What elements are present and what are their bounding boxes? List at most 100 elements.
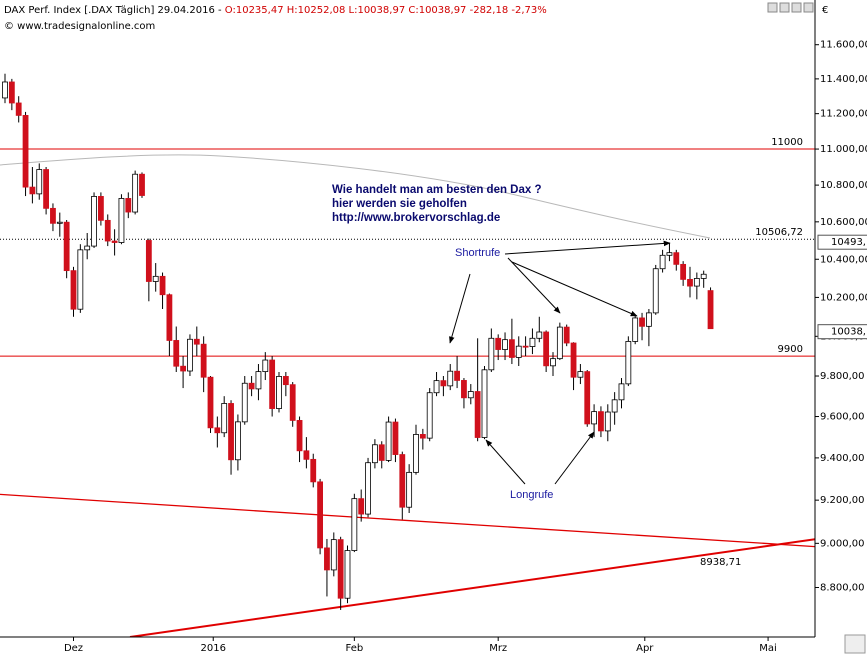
button[interactable] bbox=[803, 2, 814, 13]
candle-body bbox=[193, 338, 200, 345]
candle-body bbox=[693, 278, 700, 287]
candle-body bbox=[330, 539, 337, 571]
candle-body bbox=[392, 421, 399, 455]
trendline bbox=[129, 538, 815, 637]
price-tag-label: 10493, bbox=[831, 237, 866, 248]
candle-body bbox=[22, 115, 29, 188]
candle-body bbox=[385, 421, 392, 461]
candle-body bbox=[207, 376, 214, 429]
candle-body bbox=[43, 169, 49, 209]
price-tag bbox=[817, 324, 867, 340]
candle-body bbox=[63, 221, 70, 272]
candle-body bbox=[577, 371, 584, 378]
y-tick-label: 11.200,00 bbox=[820, 109, 867, 120]
candle-body bbox=[563, 326, 570, 344]
annotation: hier werden sie geholfen bbox=[332, 198, 467, 210]
arrows bbox=[449, 240, 671, 485]
candle-body bbox=[371, 444, 378, 464]
candle-body bbox=[248, 382, 255, 390]
candle-body bbox=[214, 427, 221, 434]
candle-body bbox=[50, 207, 56, 224]
candle-body bbox=[234, 421, 241, 461]
candle-body bbox=[611, 399, 618, 413]
candle-body bbox=[2, 81, 8, 99]
candle-body bbox=[317, 481, 323, 549]
candle-body bbox=[378, 444, 385, 461]
candle-body bbox=[56, 221, 63, 224]
candle-body bbox=[659, 254, 666, 270]
candle-body bbox=[29, 186, 36, 195]
source: © www.tradesignalonline.com bbox=[4, 21, 155, 32]
y-tick-label: 9.800,00 bbox=[820, 371, 865, 382]
y-tick-label: 10.400,00 bbox=[820, 254, 867, 265]
candle-body bbox=[269, 359, 276, 409]
candle-body bbox=[502, 339, 508, 350]
candle-body bbox=[344, 550, 351, 599]
x-tick-label: Mrz bbox=[489, 643, 507, 654]
trend-label: 8938,71 bbox=[700, 557, 741, 568]
candle-body bbox=[262, 359, 269, 373]
annotation: http://www.brokervorschlag.de bbox=[332, 212, 500, 224]
candle-body bbox=[221, 403, 228, 434]
candle-body bbox=[118, 198, 125, 243]
horizontal-line-label: 11000 bbox=[771, 137, 803, 148]
candle-body bbox=[447, 370, 454, 387]
candle-body bbox=[228, 403, 234, 461]
price-tag bbox=[817, 234, 867, 250]
candle-body bbox=[296, 420, 303, 452]
candle-body bbox=[70, 270, 77, 310]
horizontal-line-label: 9900 bbox=[778, 344, 803, 355]
candle-body bbox=[556, 326, 563, 360]
candle-body bbox=[687, 278, 693, 287]
plot-area bbox=[0, 73, 815, 637]
candle-body bbox=[324, 547, 330, 571]
arrow bbox=[449, 273, 471, 344]
candle-body bbox=[474, 391, 481, 438]
candle-body bbox=[310, 458, 317, 483]
candle-body bbox=[467, 391, 474, 399]
candle-body bbox=[77, 249, 84, 310]
y-tick-label: 10.600,00 bbox=[820, 217, 867, 228]
y-tick-label: 11.000,00 bbox=[820, 144, 867, 155]
button[interactable] bbox=[767, 2, 778, 13]
price-tag-label: 10038, bbox=[831, 327, 866, 338]
candle-body bbox=[399, 454, 406, 508]
candle-body bbox=[358, 498, 365, 515]
y-tick-label: 10.800,00 bbox=[820, 180, 867, 191]
window-buttons[interactable] bbox=[767, 2, 814, 13]
candle-body bbox=[36, 169, 43, 195]
ohlc-text: O:10235,47 H:10252,08 L:10038,97 C:10038… bbox=[225, 5, 547, 16]
y-tick-label: 9.000,00 bbox=[820, 538, 865, 549]
y-tick-label: 9.600,00 bbox=[820, 412, 865, 423]
candle-body bbox=[536, 331, 543, 339]
candle-body bbox=[111, 240, 118, 243]
candle-body bbox=[8, 81, 15, 104]
candle-body bbox=[180, 365, 186, 372]
y-tick-label: 9.200,00 bbox=[820, 495, 865, 506]
arrow bbox=[511, 261, 638, 317]
zoom-button[interactable] bbox=[844, 634, 866, 654]
candle-body bbox=[666, 252, 673, 256]
button[interactable] bbox=[779, 2, 790, 13]
candle-body bbox=[508, 339, 515, 358]
horizontal-line-label: 10506,72 bbox=[755, 227, 803, 238]
candle-body bbox=[91, 196, 97, 247]
candle-body bbox=[365, 462, 371, 515]
button[interactable] bbox=[791, 2, 802, 13]
candle-body bbox=[570, 342, 577, 378]
y-tick-label: 10.200,00 bbox=[820, 292, 867, 303]
y-tick-label: 9.400,00 bbox=[820, 453, 865, 464]
candle-body bbox=[166, 294, 173, 341]
candle-body bbox=[440, 380, 447, 387]
candle-body bbox=[529, 337, 536, 347]
x-tick-label: Apr bbox=[636, 643, 654, 654]
candle-body bbox=[125, 198, 132, 213]
candle-body bbox=[187, 338, 193, 372]
candle-body bbox=[433, 380, 440, 394]
trendline bbox=[0, 493, 815, 548]
candle-body bbox=[707, 290, 714, 330]
candle-body bbox=[461, 380, 467, 399]
candle-body bbox=[419, 434, 426, 439]
candle-body bbox=[625, 341, 632, 385]
